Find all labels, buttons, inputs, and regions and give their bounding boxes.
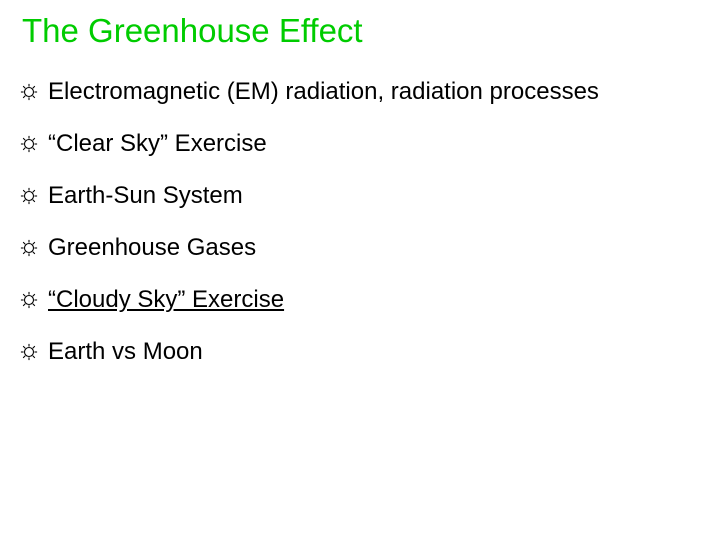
sun-icon <box>20 343 38 361</box>
sun-icon <box>20 83 38 101</box>
sun-icon <box>20 239 38 257</box>
list-item: “Clear Sky” Exercise <box>20 130 700 158</box>
bullet-text: Greenhouse Gases <box>48 234 256 262</box>
bullet-text: Earth-Sun System <box>48 182 243 210</box>
list-item: “Cloudy Sky” Exercise <box>20 286 700 314</box>
list-item: Earth vs Moon <box>20 338 700 366</box>
bullet-text: “Cloudy Sky” Exercise <box>48 286 284 314</box>
sun-icon <box>20 135 38 153</box>
slide-title: The Greenhouse Effect <box>22 12 700 50</box>
list-item: Earth-Sun System <box>20 182 700 210</box>
list-item: Electromagnetic (EM) radiation, radiatio… <box>20 78 700 106</box>
bullet-text: Electromagnetic (EM) radiation, radiatio… <box>48 78 599 106</box>
bullet-text: “Clear Sky” Exercise <box>48 130 267 158</box>
bullet-text: Earth vs Moon <box>48 338 203 366</box>
list-item: Greenhouse Gases <box>20 234 700 262</box>
sun-icon <box>20 291 38 309</box>
sun-icon <box>20 187 38 205</box>
bullet-list: Electromagnetic (EM) radiation, radiatio… <box>20 78 700 366</box>
